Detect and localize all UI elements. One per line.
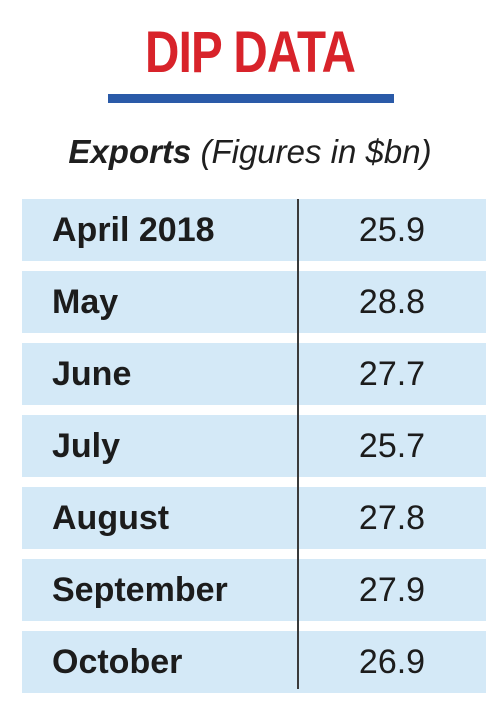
table-row: April 2018 25.9 — [22, 199, 486, 261]
export-value: 25.7 — [358, 427, 426, 465]
export-value: 25.9 — [358, 211, 426, 249]
month-label: April 2018 — [52, 211, 215, 249]
month-label: May — [52, 283, 119, 321]
export-value: 27.8 — [358, 499, 426, 537]
table-row: September 27.9 — [22, 559, 486, 621]
table-row: July 25.7 — [22, 415, 486, 477]
column-divider — [297, 199, 299, 689]
export-value: 26.9 — [358, 643, 426, 681]
month-label: August — [52, 499, 170, 537]
month-label: July — [52, 427, 121, 465]
month-label: September — [52, 571, 228, 609]
table-row: October 26.9 — [22, 631, 486, 693]
title-underline — [108, 94, 394, 103]
export-value: 28.8 — [358, 283, 426, 321]
export-value: 27.9 — [358, 571, 426, 609]
subtitle-bold: Exports — [68, 133, 192, 170]
subtitle-unit: (Figures in $bn) — [200, 133, 432, 170]
month-label: October — [52, 643, 183, 681]
title-block: DIP DATA — [0, 22, 500, 84]
page-title: DIP DATA — [144, 20, 356, 85]
table-row: June 27.7 — [22, 343, 486, 405]
month-label: June — [52, 355, 132, 393]
exports-table: April 2018 25.9 May 28.8 June 27.7 July 25.7 Aug… — [22, 199, 486, 703]
table-row: August 27.8 — [22, 487, 486, 549]
export-value: 27.7 — [358, 355, 426, 393]
table-row: May 28.8 — [22, 271, 486, 333]
table-subtitle: Exports (Figures in $bn) — [0, 133, 500, 171]
